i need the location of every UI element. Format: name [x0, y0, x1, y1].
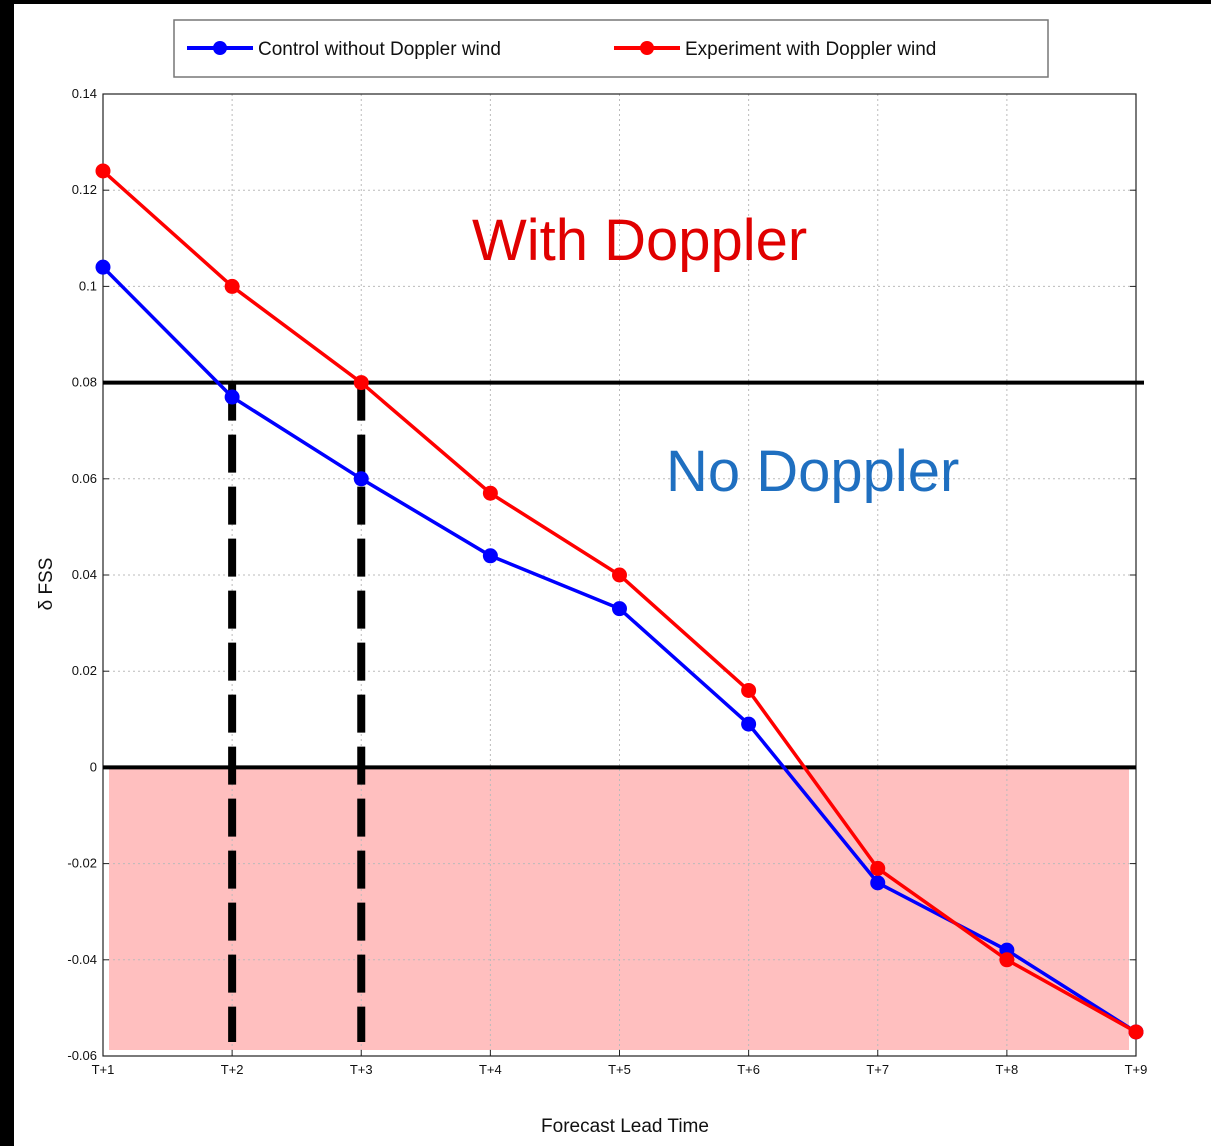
legend-label-experiment: Experiment with Doppler wind [685, 39, 936, 60]
data-point-control [741, 716, 757, 732]
tick-labels: 0.14 0.12 0.1 0.08 0.06 0.04 0.02 0 -0.02 -0.04 -0… [67, 86, 1147, 1077]
legend: Control without Doppler wind Experiment … [173, 19, 1049, 78]
axes [102, 93, 1137, 1057]
y-tick-label: 0.12 [72, 182, 97, 197]
annotation-no-doppler: No Doppler [666, 439, 959, 504]
x-axis-label: Forecast Lead Time [541, 1116, 709, 1137]
y-tick-label: 0.14 [72, 86, 97, 101]
reference-lines [103, 380, 1144, 770]
y-tick-label: 0.08 [72, 375, 97, 390]
dashed-verticals [228, 382, 366, 1042]
data-point-control [482, 548, 498, 564]
y-tick-label: -0.04 [67, 952, 97, 967]
legend-marker-experiment [640, 41, 654, 55]
x-tick-label: T+4 [479, 1062, 502, 1077]
data-point-experiment [1128, 1024, 1144, 1040]
data-point-experiment [741, 682, 757, 698]
y-tick-label: 0 [90, 759, 97, 774]
y-tick-label: -0.06 [67, 1048, 97, 1063]
data-point-experiment [224, 278, 240, 294]
x-tick-label: T+7 [866, 1062, 889, 1077]
data-point-experiment [999, 952, 1015, 968]
x-tick-label: T+3 [350, 1062, 373, 1077]
data-point-experiment [870, 860, 886, 876]
y-tick-label: 0.02 [72, 663, 97, 678]
annotation-with-doppler: With Doppler [472, 208, 807, 273]
x-tick-label: T+1 [92, 1062, 115, 1077]
legend-marker-control [213, 41, 227, 55]
x-tick-label: T+5 [608, 1062, 631, 1077]
x-tick-label: T+6 [737, 1062, 760, 1077]
x-tick-label: T+9 [1125, 1062, 1148, 1077]
x-tick-label: T+2 [221, 1062, 244, 1077]
data-point-experiment [95, 163, 111, 179]
data-point-control [224, 389, 240, 405]
data-point-control [353, 471, 369, 487]
legend-box [173, 19, 1049, 78]
y-axis-label: δ FSS [36, 558, 57, 611]
x-tick-label: T+8 [995, 1062, 1018, 1077]
y-tick-label: 0.04 [72, 567, 97, 582]
legend-label-control: Control without Doppler wind [258, 39, 501, 60]
data-point-experiment [353, 375, 369, 391]
data-point-experiment [482, 485, 498, 501]
data-point-control [870, 875, 886, 891]
data-point-experiment [612, 567, 627, 583]
data-point-control [612, 601, 627, 617]
series-group [95, 163, 1144, 1040]
data-point-control [95, 259, 111, 275]
y-tick-label: -0.02 [67, 856, 97, 871]
chart-frame: 0.14 0.12 0.1 0.08 0.06 0.04 0.02 0 -0.02 -0.04 -0… [14, 4, 1211, 1146]
y-tick-label: 0.06 [72, 471, 97, 486]
y-tick-label: 0.1 [79, 278, 97, 293]
fss-line-chart: 0.14 0.12 0.1 0.08 0.06 0.04 0.02 0 -0.02 -0.04 -0… [36, 19, 1147, 1137]
